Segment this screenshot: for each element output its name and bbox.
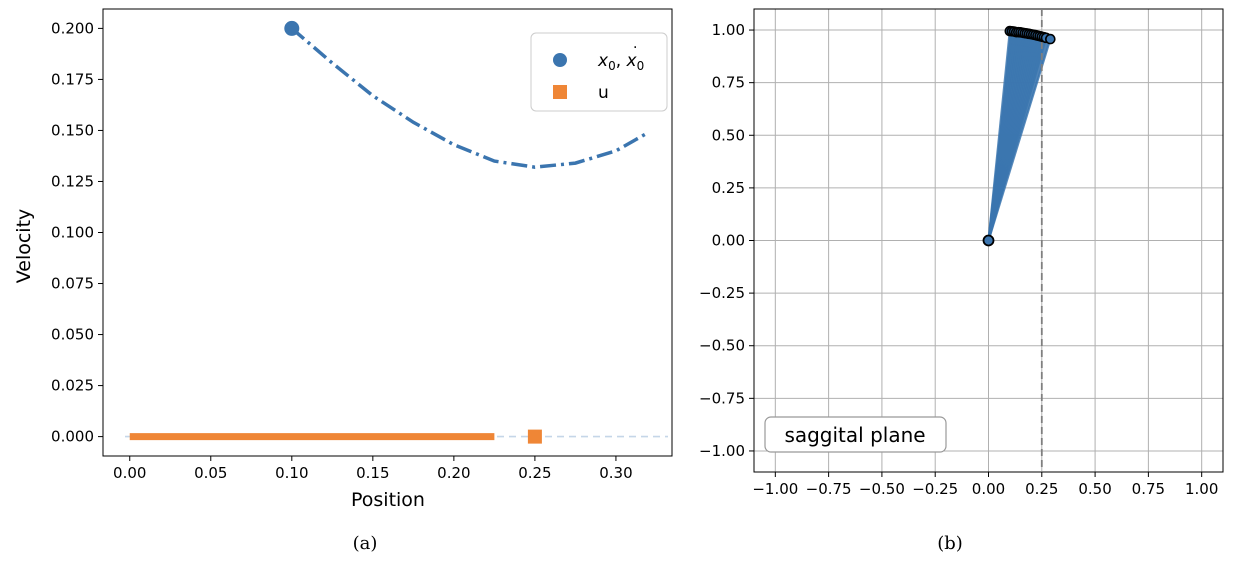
panel-b-ytick-label: 0.25 <box>712 179 745 197</box>
text-box-label: saggital plane <box>784 423 925 447</box>
panel-b-xtick-label: −0.50 <box>859 480 905 498</box>
text-box-saggital-plane: saggital plane <box>764 416 947 453</box>
panel-b-xtick-label: −1.00 <box>752 480 798 498</box>
panel-b-xtick-label: −0.25 <box>912 480 958 498</box>
panel-a-ytick-label: 0.175 <box>51 70 94 88</box>
panel-b-ytick-label: −0.50 <box>699 337 745 355</box>
panel-b-xtick-label: 0.50 <box>1078 480 1111 498</box>
panel-a-ticks: 0.00 0.05 0.10 0.15 0.20 0.25 0.30 0.000 0.025 0.… <box>51 19 633 482</box>
panel-a-ytick-label: 0.025 <box>51 377 94 395</box>
panel-a-xtick-label: 0.25 <box>518 464 551 482</box>
caption-a: (a) <box>353 533 378 554</box>
panel-a-xtick-label: 0.00 <box>113 464 146 482</box>
panel-a-xtick-label: 0.05 <box>194 464 227 482</box>
panel-a-ytick-label: 0.150 <box>51 121 94 139</box>
panel-b-ticks: −1.00 −0.75 −0.50 −0.25 0.00 0.25 0.50 0.75 1.00… <box>699 21 1218 498</box>
pivot-marker <box>982 234 995 247</box>
legend-label-u: u <box>598 83 609 103</box>
pendulum-sweep-area <box>988 31 1051 241</box>
panel-a-chart: 0.00 0.05 0.10 0.15 0.20 0.25 0.30 0.000 0.025 0.… <box>13 8 673 511</box>
panel-a-legend: x0, x0 · u <box>530 32 668 112</box>
panel-a-xtick-label: 0.10 <box>275 464 308 482</box>
panel-b-xtick-label: 0.25 <box>1025 480 1058 498</box>
u-marker <box>527 429 542 444</box>
panel-b-data <box>982 9 1056 472</box>
panel-b-xtick-label: 0.75 <box>1132 480 1165 498</box>
panel-b-ytick-label: 1.00 <box>712 21 745 39</box>
panel-b-xtick-label: 1.00 <box>1185 480 1218 498</box>
legend-marker-u <box>553 85 567 99</box>
panel-a-xlabel: Position <box>351 489 425 511</box>
panel-a-data <box>125 20 668 444</box>
panel-b-grid <box>754 9 1223 472</box>
panel-b-chart: −1.00 −0.75 −0.50 −0.25 0.00 0.25 0.50 0.75 1.00… <box>699 8 1224 498</box>
panel-a-ylabel: Velocity <box>13 209 35 284</box>
panel-b-xtick-label: 0.00 <box>972 480 1005 498</box>
panel-a-ytick-label: 0.200 <box>51 19 94 37</box>
panel-a-ytick-label: 0.125 <box>51 172 94 190</box>
panel-b-ytick-label: 0.75 <box>712 74 745 92</box>
panel-a-ytick-label: 0.075 <box>51 275 94 293</box>
panel-a-xtick-label: 0.15 <box>356 464 389 482</box>
panel-b-ytick-label: −0.75 <box>699 389 745 407</box>
panel-b-xtick-label: −0.75 <box>806 480 852 498</box>
panel-a-ytick-label: 0.100 <box>51 224 94 242</box>
panel-a-ytick-label: 0.050 <box>51 326 94 344</box>
panel-a-xtick-label: 0.30 <box>599 464 632 482</box>
panel-a-xtick-label: 0.20 <box>437 464 470 482</box>
pendulum-tip-marker <box>1045 33 1056 45</box>
panel-a-ytick-label: 0.000 <box>51 428 94 446</box>
panel-b-ytick-label: 0.00 <box>712 232 745 250</box>
panel-b-ytick-label: −0.25 <box>699 284 745 302</box>
panel-b-ytick-label: −1.00 <box>699 442 745 460</box>
panel-b-ytick-label: 0.50 <box>712 126 745 144</box>
trajectory-line <box>290 27 650 169</box>
legend-dot-accent: · <box>633 40 637 56</box>
caption-b: (b) <box>937 533 963 554</box>
initial-state-marker <box>284 20 300 36</box>
text-box-frame <box>764 416 947 453</box>
legend-marker-initial-state <box>553 53 567 67</box>
